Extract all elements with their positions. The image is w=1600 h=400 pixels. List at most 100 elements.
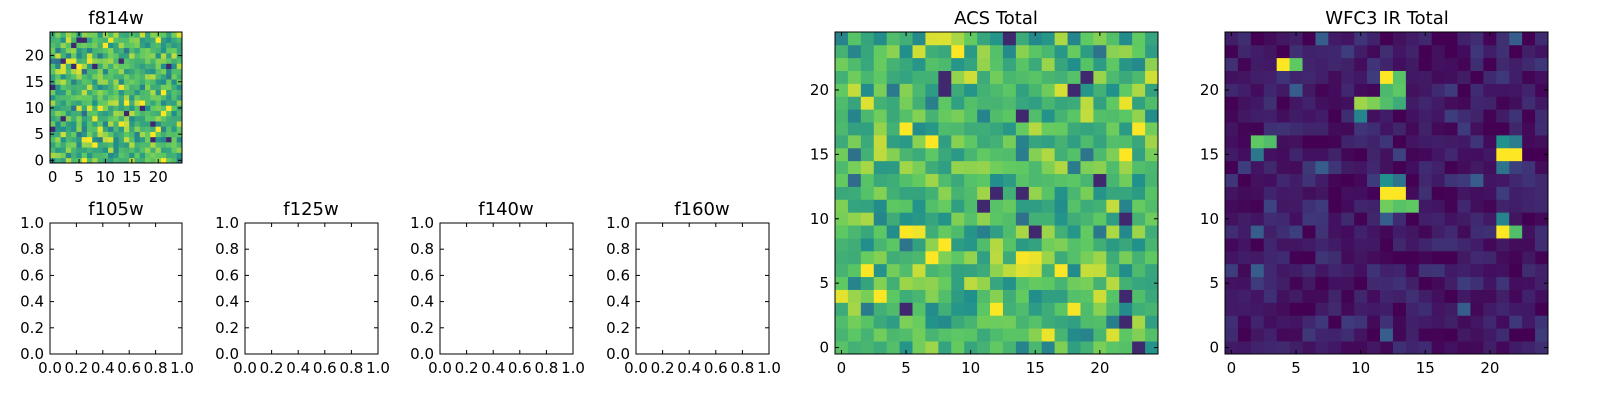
heatmap-cells <box>50 32 183 164</box>
heatmap-cell <box>145 47 151 54</box>
heatmap-cell <box>1470 57 1484 71</box>
heatmap-cell <box>1028 109 1043 123</box>
heatmap-cell <box>123 73 130 80</box>
heatmap-cell <box>1354 199 1368 213</box>
heatmap-cell <box>835 96 849 110</box>
heatmap-cell <box>145 32 151 38</box>
heatmap-cell <box>1470 341 1484 355</box>
heatmap-cell <box>990 302 1004 316</box>
heatmap-cell <box>1328 199 1342 213</box>
heatmap-cell <box>1002 238 1017 252</box>
heatmap-cell <box>50 142 56 148</box>
heatmap-cell <box>1080 238 1094 252</box>
heatmap-cell <box>155 42 162 49</box>
heatmap-cell <box>1509 44 1523 59</box>
heatmap-cell <box>835 276 849 290</box>
heatmap-cell <box>1392 238 1407 252</box>
heatmap-cell <box>912 147 926 162</box>
heatmap-cell <box>1093 57 1107 71</box>
heatmap-cell <box>150 152 156 159</box>
heatmap-cell <box>1392 328 1407 342</box>
heatmap-cell <box>113 68 119 75</box>
heatmap-cell <box>1328 212 1342 226</box>
heatmap-cell <box>873 70 888 84</box>
heatmap-cell <box>1225 328 1239 342</box>
heatmap-cell <box>1354 341 1368 355</box>
heatmap-cell <box>55 89 61 96</box>
heatmap-cell <box>81 89 88 96</box>
heatmap-cell <box>886 289 900 303</box>
heatmap-cell <box>86 105 93 111</box>
heatmap-cell <box>1263 44 1278 59</box>
heatmap-cell <box>835 70 849 84</box>
heatmap-cell <box>81 42 88 49</box>
heatmap-cell <box>171 142 178 148</box>
heatmap-cell <box>1289 276 1303 290</box>
panel-title: ACS Total <box>954 8 1038 29</box>
heatmap-cell <box>65 121 72 127</box>
heatmap-cell <box>1093 122 1107 136</box>
heatmap-cell <box>1354 96 1368 110</box>
heatmap-cell <box>155 68 162 75</box>
heatmap-cell <box>1431 315 1445 329</box>
heatmap-cell <box>951 315 965 329</box>
heatmap-cell <box>1237 186 1252 200</box>
heatmap-cell <box>1496 44 1510 59</box>
heatmap-cell <box>50 63 56 70</box>
heatmap-cell <box>1328 289 1342 303</box>
heatmap-cell <box>1341 225 1355 239</box>
heatmap-cell <box>139 58 146 64</box>
heatmap-cell <box>1015 238 1030 252</box>
heatmap-cell <box>1483 263 1497 278</box>
heatmap-cell <box>55 47 61 54</box>
heatmap-cell <box>1028 289 1043 303</box>
heatmap-cell <box>60 147 67 153</box>
heatmap-cell <box>1405 250 1420 265</box>
heatmap-cell <box>1315 160 1329 175</box>
heatmap-cell <box>1067 83 1081 97</box>
heatmap-cell <box>1470 83 1484 97</box>
heatmap-cell <box>1302 225 1316 239</box>
heatmap-cell <box>1483 109 1497 123</box>
heatmap-cell <box>1054 315 1068 329</box>
heatmap-cell <box>1225 341 1239 355</box>
heatmap-cell <box>86 126 93 132</box>
heatmap-cell <box>1276 302 1290 316</box>
heatmap-cell <box>1145 122 1159 136</box>
heatmap-cell <box>899 315 913 329</box>
heatmap-cell <box>123 94 130 101</box>
heatmap-cell <box>76 89 83 96</box>
heatmap-cell <box>1522 122 1536 136</box>
heatmap-cell <box>71 84 77 90</box>
heatmap-cell <box>102 121 109 127</box>
heatmap-cell <box>1263 341 1278 355</box>
heatmap-cell <box>951 199 965 213</box>
heatmap-cell <box>1431 44 1445 59</box>
heatmap-cell <box>1080 147 1094 162</box>
heatmap-cell <box>1405 135 1420 149</box>
heatmap-cell <box>108 110 114 117</box>
y-tick-label: 0.6 <box>606 266 630 284</box>
heatmap-cell <box>1250 199 1265 213</box>
heatmap-cell <box>145 73 151 80</box>
heatmap-cell <box>155 63 162 70</box>
heatmap-cell <box>925 225 939 239</box>
heatmap-cell <box>1457 238 1471 252</box>
heatmap-cell <box>86 63 93 70</box>
heatmap-cell <box>65 126 72 132</box>
heatmap-cell <box>113 79 119 85</box>
heatmap-cell <box>899 302 913 316</box>
heatmap-cell <box>1405 57 1420 71</box>
heatmap-cell <box>65 136 72 143</box>
x-tick-label: 20 <box>1090 359 1109 377</box>
heatmap-cell <box>1496 225 1510 239</box>
heatmap-cell <box>1015 276 1030 290</box>
heatmap-cell <box>139 142 146 148</box>
heatmap-cell <box>886 238 900 252</box>
heatmap-cell <box>155 84 162 90</box>
heatmap-cell <box>1145 135 1159 149</box>
heatmap-cell <box>1119 302 1133 316</box>
heatmap-cell <box>1315 302 1329 316</box>
heatmap-cell <box>886 276 900 290</box>
heatmap-cell <box>102 142 109 148</box>
